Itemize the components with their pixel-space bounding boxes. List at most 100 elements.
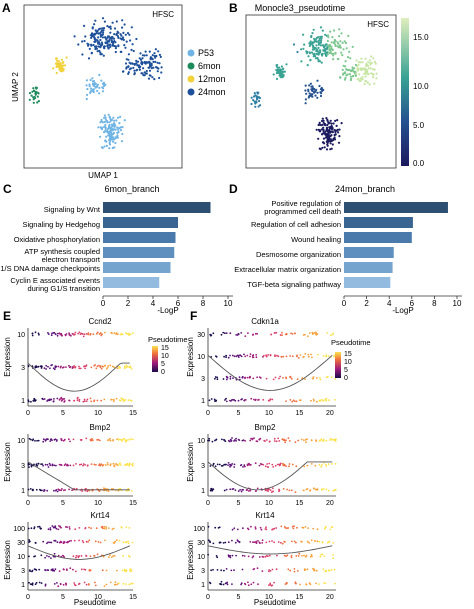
- umap-point: [119, 115, 122, 118]
- expression-point: [75, 556, 77, 559]
- expression-point: [53, 398, 55, 400]
- umap-point: [108, 141, 111, 144]
- expression-point: [75, 554, 78, 557]
- umap-point: [135, 62, 138, 65]
- legend-dot-12mon: [187, 75, 195, 83]
- expression-point: [96, 399, 99, 402]
- expression-point: [30, 438, 32, 441]
- legend-label-24mon: 24mon: [198, 87, 226, 97]
- expression-point: [106, 462, 109, 464]
- expression-point: [114, 540, 116, 543]
- expression-point: [268, 462, 271, 465]
- umap-point: [108, 147, 111, 150]
- expression-point: [231, 463, 234, 465]
- umap-point: [130, 26, 133, 29]
- umap-point: [98, 86, 101, 89]
- expression-point: [127, 399, 130, 402]
- expression-point: [125, 364, 128, 366]
- expression-point: [280, 525, 283, 528]
- umap-point: [32, 87, 35, 90]
- umap-point: [348, 50, 351, 53]
- umap-point: [307, 55, 310, 58]
- expression-point: [47, 332, 49, 334]
- umap-point: [34, 90, 37, 94]
- expression-point: [116, 464, 119, 466]
- expression-point: [90, 463, 93, 465]
- expression-point: [224, 440, 227, 443]
- expression-point: [85, 400, 88, 402]
- expression-point: [314, 464, 317, 467]
- x-tick-label: 15: [129, 594, 137, 601]
- umap-point: [101, 90, 105, 93]
- expression-point: [266, 463, 268, 465]
- umap-point: [85, 79, 88, 82]
- expression-point: [323, 555, 326, 557]
- umap-point: [126, 31, 130, 35]
- umap-point: [133, 69, 136, 72]
- expression-point: [207, 439, 209, 442]
- umap-point: [308, 84, 311, 87]
- expression-point: [230, 569, 233, 572]
- expression-point: [271, 398, 274, 401]
- umap-point: [320, 35, 323, 38]
- umap-point: [366, 73, 369, 76]
- umap-point: [360, 68, 363, 71]
- x-tick-label: 0: [26, 500, 30, 507]
- expression-point: [256, 332, 258, 335]
- umap-point: [114, 45, 117, 48]
- expression-point: [255, 540, 258, 543]
- umap-point: [119, 33, 122, 36]
- umap-point: [96, 83, 99, 86]
- expression-point: [310, 353, 312, 356]
- umap-point: [334, 130, 337, 134]
- expression-point: [210, 398, 213, 400]
- panel-letter-f: F: [190, 309, 197, 323]
- umap-point: [128, 68, 131, 71]
- expression-point: [270, 491, 273, 494]
- expression-point: [97, 541, 100, 543]
- umap-point: [94, 40, 97, 43]
- expression-point: [39, 527, 42, 529]
- expression-point: [253, 398, 255, 401]
- umap-point: [338, 128, 341, 131]
- umap-point: [326, 51, 329, 54]
- expression-point: [249, 376, 251, 379]
- expression-point: [218, 463, 221, 466]
- expression-point: [103, 527, 106, 530]
- umap-point: [109, 45, 112, 49]
- trend-curve: [207, 461, 333, 491]
- expression-point: [223, 463, 226, 466]
- expression-point: [256, 376, 258, 379]
- y-tick-label: 10: [17, 438, 25, 445]
- expression-point: [319, 555, 322, 558]
- expression-point: [304, 439, 307, 441]
- expression-point: [244, 335, 247, 337]
- expression-point: [311, 331, 314, 334]
- expression-point: [37, 332, 40, 335]
- umap-point: [254, 102, 257, 105]
- umap-point: [144, 62, 147, 65]
- umap-point: [326, 53, 329, 56]
- expression-point: [49, 440, 52, 442]
- expression-point: [113, 366, 116, 369]
- umap-point: [108, 121, 111, 124]
- expression-point: [85, 333, 88, 335]
- expression-point: [257, 540, 259, 542]
- expression-point: [53, 552, 56, 555]
- umap-point: [329, 140, 332, 143]
- expression-point: [130, 490, 133, 492]
- umap-point: [131, 62, 134, 65]
- expression-point: [285, 439, 287, 442]
- expression-point: [130, 438, 133, 440]
- expression-point: [318, 583, 320, 585]
- umap-point: [371, 68, 374, 71]
- umap-point: [111, 138, 114, 141]
- umap-point: [278, 66, 281, 69]
- umap-point: [138, 68, 141, 71]
- umap-point: [368, 59, 371, 62]
- category-label-line: Positive regulation of: [271, 199, 342, 208]
- expression-point: [311, 356, 313, 359]
- umap-point: [30, 94, 33, 97]
- x-tick-label: 20: [326, 594, 334, 601]
